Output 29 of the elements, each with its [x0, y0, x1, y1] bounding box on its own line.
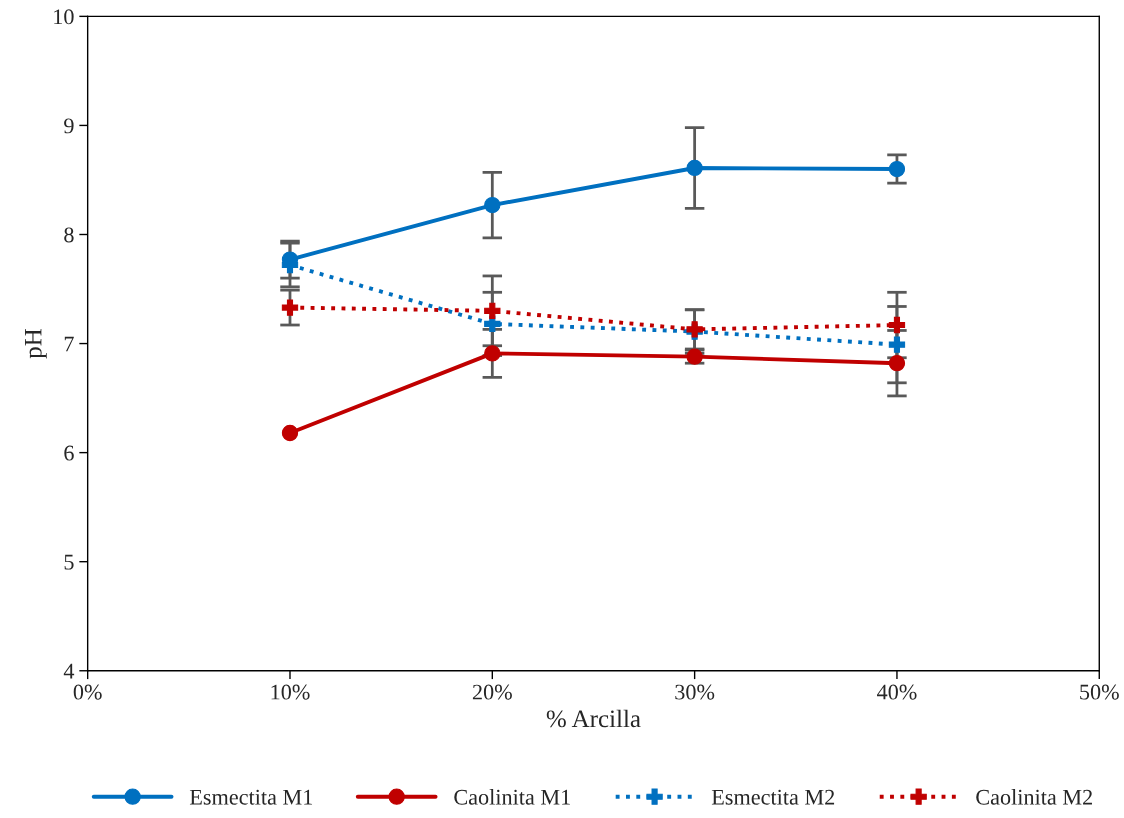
point [888, 316, 906, 334]
x-tick-label: 10% [271, 684, 310, 700]
x-tick-label: 30% [675, 684, 715, 700]
point [484, 345, 501, 362]
x-tick-label: 50% [1080, 684, 1119, 700]
legend-label: Caolinita M2 [976, 789, 1092, 805]
y-tick-label: 8 [64, 227, 74, 243]
y-tick-label: 5 [64, 554, 74, 570]
x-tick-label: 0% [73, 684, 102, 700]
point [686, 159, 703, 177]
x-tick-label: 40% [877, 684, 917, 700]
legend-label: Caolinita M1 [454, 789, 570, 805]
x-axis-title: % Arcilla [546, 709, 641, 728]
point [888, 160, 906, 178]
point [281, 299, 299, 316]
legend-label: Esmectita M2 [711, 789, 835, 805]
y-tick-label: 6 [64, 445, 74, 461]
legend-label: Esmectita M1 [189, 789, 313, 805]
y-tick-label: 9 [64, 118, 74, 134]
y-tick-label: 10 [54, 9, 74, 25]
point [888, 336, 906, 353]
x-tick-label: 20% [472, 684, 512, 700]
y-axis-title: pH [25, 329, 47, 359]
point [281, 424, 299, 442]
point [888, 355, 906, 372]
point [484, 196, 501, 214]
y-tick-label: 7 [64, 336, 74, 352]
point [484, 302, 501, 319]
y-tick-label: 4 [63, 663, 75, 679]
